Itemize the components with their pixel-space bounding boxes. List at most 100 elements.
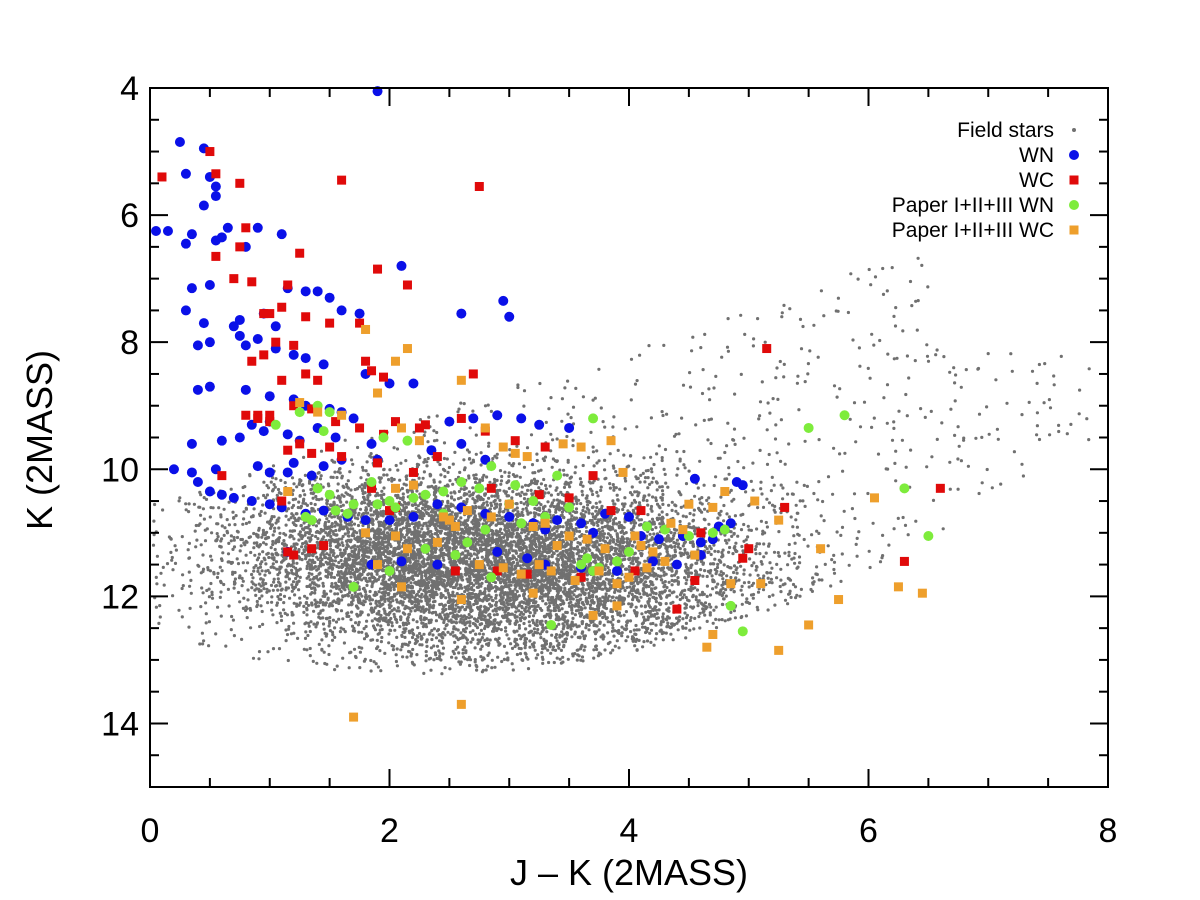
field-star-point: [603, 425, 607, 429]
field-star-point: [681, 625, 685, 629]
field-star-point: [502, 644, 507, 649]
field-star-point: [838, 387, 842, 391]
field-star-point: [382, 473, 386, 477]
field-star-point: [400, 486, 404, 491]
field-star-point: [799, 587, 804, 592]
field-star-point: [688, 618, 692, 623]
field-star-point: [199, 571, 203, 575]
field-star-point: [705, 619, 709, 624]
field-star-point: [654, 623, 658, 627]
field-star-point: [362, 637, 367, 641]
field-star-point: [599, 652, 603, 656]
field-star-point: [229, 534, 233, 538]
field-star-point: [396, 606, 400, 610]
field-star-point: [207, 595, 211, 599]
field-star-point: [554, 525, 558, 530]
field-star-point: [976, 367, 980, 371]
field-star-point: [613, 644, 617, 648]
field-star-point: [551, 561, 555, 565]
field-star-point: [620, 631, 624, 635]
field-star-point: [252, 541, 256, 545]
field-star-point: [491, 609, 495, 613]
field-star-point: [364, 506, 368, 510]
field-star-point: [456, 575, 460, 579]
field-star-point: [356, 623, 360, 627]
field-star-point: [788, 307, 792, 311]
field-star-point: [546, 500, 550, 504]
field-star-point: [1052, 383, 1056, 387]
field-star-point: [577, 554, 582, 558]
field-star-point: [254, 583, 258, 587]
field-star-point: [396, 468, 400, 472]
field-star-point: [721, 577, 725, 581]
field-star-point: [563, 586, 567, 590]
field-star-point: [233, 523, 237, 527]
field-star-point: [520, 510, 524, 515]
field-star-point: [565, 620, 569, 624]
field-star-point: [265, 587, 269, 591]
field-star-point: [544, 483, 548, 488]
field-star-point: [759, 487, 763, 491]
field-star-point: [581, 395, 586, 399]
field-star-point: [432, 604, 436, 608]
field-star-point: [611, 483, 615, 487]
field-star-point: [546, 648, 550, 652]
field-star-point: [215, 532, 219, 536]
field-star-point: [258, 512, 262, 516]
field-star-point: [670, 583, 674, 587]
field-star-point: [786, 576, 790, 581]
field-star-point: [318, 518, 322, 522]
field-star-point: [977, 491, 981, 496]
field-star-point: [793, 541, 797, 545]
field-star-point: [189, 591, 193, 595]
field-star-point: [974, 436, 978, 440]
field-star-point: [584, 588, 588, 592]
field-star-point: [429, 510, 434, 514]
field-star-point: [555, 437, 559, 441]
field-star-point: [541, 599, 545, 603]
field-star-point: [368, 579, 372, 583]
field-star-point: [489, 501, 493, 505]
field-star-point: [742, 522, 746, 527]
field-star-point: [552, 660, 556, 665]
field-star-point: [290, 583, 294, 587]
field-star-point: [387, 478, 391, 482]
field-star-point: [701, 574, 705, 578]
field-star-point: [581, 508, 585, 513]
field-star-point: [319, 474, 323, 478]
field-star-point: [322, 591, 326, 595]
field-star-point: [1020, 413, 1024, 417]
field-star-point: [239, 537, 243, 542]
field-star-point: [621, 525, 625, 529]
field-star-point: [203, 528, 207, 532]
field-star-point: [1021, 474, 1025, 478]
field-star-point: [360, 646, 364, 650]
field-star-point: [656, 616, 661, 620]
field-star-point: [247, 520, 251, 524]
field-star-point: [180, 615, 184, 619]
field-star-point: [350, 610, 354, 614]
field-star-point: [363, 657, 367, 662]
field-star-point: [893, 324, 898, 328]
field-star-point: [555, 529, 559, 533]
field-star-point: [614, 470, 618, 474]
field-star-point: [282, 601, 286, 605]
field-star-point: [619, 614, 623, 618]
field-star-point: [446, 501, 450, 505]
field-star-point: [604, 592, 608, 596]
field-star-point: [459, 401, 463, 405]
field-star-point: [666, 621, 670, 625]
field-star-point: [739, 588, 743, 592]
field-star-point: [578, 477, 583, 481]
field-star-point: [513, 587, 517, 591]
field-star-point: [543, 455, 548, 459]
field-star-point: [507, 637, 511, 641]
field-star-point: [646, 503, 650, 507]
field-star-point: [241, 579, 245, 583]
field-star-point: [368, 589, 372, 594]
field-star-point: [291, 613, 295, 617]
field-star-point: [329, 534, 333, 539]
field-star-point: [195, 538, 199, 542]
field-star-point: [317, 584, 321, 588]
field-star-point: [615, 473, 619, 477]
